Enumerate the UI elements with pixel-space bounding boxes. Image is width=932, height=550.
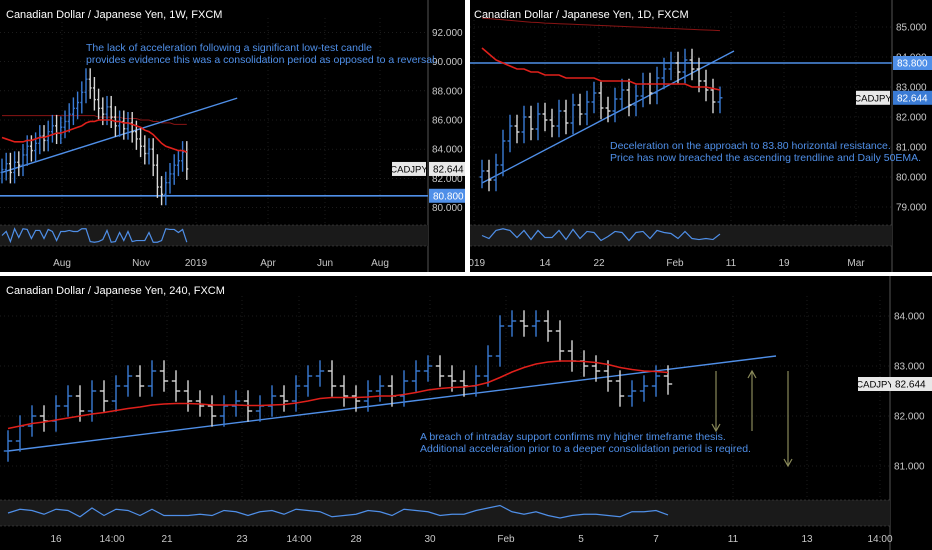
ema-fast-line bbox=[7, 360, 669, 430]
y-tick-label: 82.000 bbox=[894, 412, 925, 423]
horizontal-level-label-bg bbox=[893, 56, 932, 70]
oscillator-pane-bg bbox=[0, 225, 428, 246]
x-tick-label: 30 bbox=[424, 534, 436, 545]
x-tick-label: 23 bbox=[236, 534, 248, 545]
intraday-chart-panel[interactable]: 84.000 83.000 82.000 81.000 16 14:00 21 23 14:00… bbox=[0, 276, 932, 550]
projection-arrow-head bbox=[783, 458, 793, 468]
x-tick-label: 13 bbox=[801, 534, 813, 545]
y-tick-label: 84.000 bbox=[894, 312, 925, 323]
x-tick-label: Aug bbox=[53, 258, 71, 269]
panel-divider-horizontal bbox=[0, 272, 932, 276]
price-label-value-bg bbox=[893, 90, 932, 105]
y-tick-label: 86.000 bbox=[432, 116, 463, 127]
price-label-value: 82.644 bbox=[433, 164, 464, 175]
y-tick-label: 90.000 bbox=[432, 57, 463, 68]
chart-annotation-line-1: A breach of intraday support confirms my… bbox=[420, 431, 726, 443]
price-label-value-bg bbox=[891, 377, 932, 391]
y-tick-label: 92.000 bbox=[432, 28, 463, 39]
chart-annotation-line-2: provides evidence this was a consolidati… bbox=[86, 54, 438, 66]
x-tick-label: Feb bbox=[666, 258, 684, 269]
daily-chart-panel[interactable]: 85.00084.00083.00082.00081.00080.00079.0… bbox=[470, 0, 932, 272]
price-label-value: 82.644 bbox=[897, 93, 928, 104]
horizontal-level-label: 83.800 bbox=[897, 59, 928, 70]
oscillator-line bbox=[481, 228, 721, 242]
x-tick-label: 22 bbox=[593, 258, 605, 269]
x-tick-label: 28 bbox=[350, 534, 362, 545]
ema-fast-line bbox=[1, 119, 188, 153]
y-tick-label: 81.000 bbox=[896, 143, 927, 154]
chart-title: Canadian Dollar / Japanese Yen, 240, FXC… bbox=[6, 285, 225, 297]
x-tick-label: Aug bbox=[371, 258, 389, 269]
x-tick-label: 16 bbox=[50, 534, 62, 545]
chart-title: Canadian Dollar / Japanese Yen, 1D, FXCM bbox=[474, 9, 689, 21]
x-tick-label: 11 bbox=[728, 534, 739, 545]
x-tick-label: Jun bbox=[317, 258, 333, 269]
x-tick-label: 14:00 bbox=[286, 534, 311, 545]
chart-annotation-line-2: Price has now breached the ascending tre… bbox=[610, 152, 922, 164]
chart-annotation-line-1: The lack of acceleration following a sig… bbox=[86, 42, 372, 54]
y-tick-label: 82.000 bbox=[896, 113, 927, 124]
ema-fast-line bbox=[481, 47, 721, 91]
chart-annotation-line-2: Additional acceleration prior to a deepe… bbox=[420, 443, 751, 455]
y-tick-label: 82.000 bbox=[432, 174, 463, 185]
y-tick-label: 80.000 bbox=[896, 173, 927, 184]
ema-slow-line bbox=[2, 115, 187, 125]
oscillator-line bbox=[7, 504, 669, 519]
price-label-symbol-bg bbox=[856, 90, 890, 105]
x-tick-label: Nov bbox=[132, 258, 150, 269]
horizontal-level-label-bg bbox=[429, 188, 465, 203]
x-tick-label: 7 bbox=[653, 534, 659, 545]
price-label-value: 82.644 bbox=[895, 380, 926, 391]
x-tick-label: 2019 bbox=[185, 258, 208, 269]
y-tick-label: 79.000 bbox=[896, 203, 927, 214]
y-tick-label: 83.000 bbox=[894, 362, 925, 373]
projection-arrow-head bbox=[747, 369, 757, 379]
x-tick-label: Apr bbox=[260, 258, 276, 269]
y-tick-label: 85.000 bbox=[896, 23, 927, 34]
y-tick-label: 83.000 bbox=[896, 83, 927, 94]
price-label-symbol: CADJPY bbox=[856, 380, 894, 391]
oscillator-pane-bg bbox=[0, 500, 890, 526]
weekly-chart-panel[interactable]: 92.000 90.000 88.000 86.000 84.000 82.000 80.0… bbox=[0, 0, 465, 272]
ema-slow-line bbox=[481, 17, 721, 32]
chart-title: Canadian Dollar / Japanese Yen, 1W, FXCM bbox=[6, 9, 223, 21]
y-tick-label: 81.000 bbox=[894, 462, 925, 473]
x-tick-label: Mar bbox=[847, 258, 865, 269]
x-tick-label: 19 bbox=[778, 258, 790, 269]
x-tick-label: Feb bbox=[497, 534, 515, 545]
chart-annotation-line-1: Deceleration on the approach to 83.80 ho… bbox=[610, 140, 891, 152]
horizontal-level-label: 80.800 bbox=[433, 191, 464, 202]
x-tick-label: 14:00 bbox=[99, 534, 124, 545]
price-label-symbol: CADJPY bbox=[854, 93, 892, 104]
price-label-value-bg bbox=[429, 161, 465, 176]
price-label-symbol-bg bbox=[392, 161, 426, 176]
price-label-symbol-bg bbox=[858, 377, 892, 391]
y-tick-label: 88.000 bbox=[432, 86, 463, 97]
projection-arrow-head bbox=[711, 423, 721, 433]
x-tick-label: 14:00 bbox=[867, 534, 892, 545]
weekly-chart-svg[interactable]: 92.000 90.000 88.000 86.000 84.000 82.000 80.0… bbox=[0, 0, 465, 272]
x-tick-label: 5 bbox=[578, 534, 584, 545]
daily-chart-svg[interactable]: 85.00084.00083.00082.00081.00080.00079.0… bbox=[470, 0, 932, 272]
intraday-chart-svg[interactable]: 84.000 83.000 82.000 81.000 16 14:00 21 23 14:00… bbox=[0, 276, 932, 550]
x-tick-label: 21 bbox=[161, 534, 173, 545]
y-tick-label: 80.000 bbox=[432, 203, 463, 214]
y-tick-label: 84.000 bbox=[432, 145, 463, 156]
price-label-symbol: CADJPY bbox=[390, 164, 428, 175]
x-tick-label: 2019 bbox=[470, 258, 486, 269]
x-tick-label: 14 bbox=[539, 258, 551, 269]
oscillator-line bbox=[1, 227, 188, 244]
x-tick-label: 11 bbox=[726, 258, 737, 269]
panel-divider-vertical bbox=[465, 0, 470, 272]
